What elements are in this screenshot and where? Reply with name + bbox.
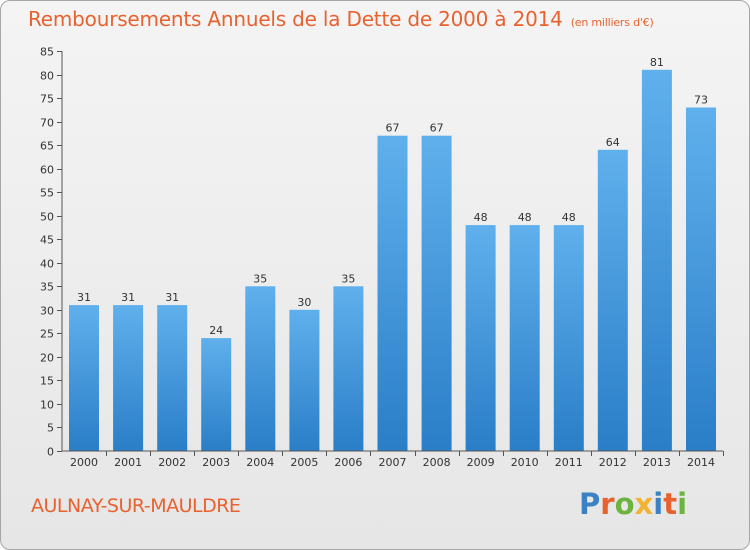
x-tick-label-2007: 2007 <box>379 456 407 469</box>
logo-letter: i <box>653 487 664 521</box>
bar-2010 <box>509 225 540 451</box>
y-tick-label: 50 <box>40 211 54 224</box>
city-name: AULNAY-SUR-MAULDRE <box>31 495 241 517</box>
bar-2014 <box>686 107 716 451</box>
logo-letter: P <box>579 487 601 521</box>
y-tick-label: 15 <box>40 375 54 388</box>
y-tick-label: 70 <box>40 117 54 130</box>
data-label-2006: 35 <box>341 272 355 285</box>
bar-2001 <box>113 305 144 451</box>
logo-letter: o <box>614 487 635 521</box>
y-tick-label: 80 <box>40 70 54 83</box>
x-tick-label-2005: 2005 <box>290 456 318 469</box>
x-tick-label-2003: 2003 <box>202 456 230 469</box>
bars-group: 31 31 31 24 35 30 35 67 67 48 48 48 64 81 73 <box>69 56 716 452</box>
x-tick-label-2010: 2010 <box>511 456 539 469</box>
data-label-2008: 67 <box>430 122 444 135</box>
bar-2002 <box>157 305 188 451</box>
data-label-2011: 48 <box>562 211 576 224</box>
x-tick-label-2002: 2002 <box>158 456 186 469</box>
data-label-2009: 48 <box>474 211 488 224</box>
x-tick-label-2006: 2006 <box>334 456 362 469</box>
chart-title: Remboursements Annuels de la Dette de 20… <box>28 7 654 31</box>
bar-2007 <box>377 135 408 451</box>
y-tick-label: 25 <box>40 328 54 341</box>
y-tick-label: 10 <box>40 399 54 412</box>
data-label-2000: 31 <box>77 291 91 304</box>
bar-2008 <box>421 135 452 451</box>
data-label-2005: 30 <box>297 296 311 309</box>
y-tick-label: 20 <box>40 352 54 365</box>
data-label-2001: 31 <box>121 291 135 304</box>
data-label-2003: 24 <box>209 324 223 337</box>
bar-2011 <box>553 225 584 451</box>
y-tick-label: 45 <box>40 234 54 247</box>
bar-2000 <box>69 305 99 451</box>
bar-2005 <box>289 309 320 451</box>
x-tick-label-2008: 2008 <box>423 456 451 469</box>
data-label-2010: 48 <box>518 211 532 224</box>
bar-2012 <box>597 149 628 452</box>
bar-2003 <box>201 338 232 451</box>
logo-letter: i <box>677 487 688 521</box>
bar-2006 <box>333 286 364 451</box>
x-tick-label-2013: 2013 <box>643 456 671 469</box>
data-label-2012: 64 <box>606 136 620 149</box>
y-tick-label: 40 <box>40 258 54 271</box>
chart-subtitle: (en milliers d'€) <box>570 16 654 29</box>
logo-letter: r <box>600 487 615 521</box>
data-label-2013: 81 <box>650 56 664 69</box>
bar-2004 <box>245 286 276 451</box>
y-tick-label: 0 <box>47 446 54 459</box>
y-tick-label: 85 <box>40 46 54 59</box>
bar-2009 <box>465 225 496 451</box>
x-tick-label-2011: 2011 <box>555 456 583 469</box>
y-tick-label: 35 <box>40 281 54 294</box>
x-tick-label-2001: 2001 <box>114 456 142 469</box>
y-tick-label: 75 <box>40 93 54 106</box>
y-axis: 0 5 10 15 20 25 30 35 40 45 50 55 60 65 70 75 80 85 <box>40 46 63 459</box>
chart-title-text: Remboursements Annuels de la Dette de 20… <box>28 7 563 31</box>
x-tick-label-2004: 2004 <box>246 456 274 469</box>
y-tick-label: 65 <box>40 140 54 153</box>
data-label-2007: 67 <box>386 122 400 135</box>
bar-2013 <box>641 69 672 452</box>
proxiti-logo[interactable]: Proxiti <box>579 487 687 521</box>
x-axis: 2000 2001 2002 2003 2004 2005 2006 2007 2008 2009… <box>62 450 724 469</box>
y-tick-label: 30 <box>40 305 54 318</box>
data-label-2014: 73 <box>694 94 708 107</box>
logo-letter: x <box>634 487 654 521</box>
x-tick-label-2000: 2000 <box>70 456 98 469</box>
x-tick-label-2014: 2014 <box>687 456 715 469</box>
x-tick-label-2009: 2009 <box>467 456 495 469</box>
data-label-2002: 31 <box>165 291 179 304</box>
x-tick-label-2012: 2012 <box>599 456 627 469</box>
logo-letter: t <box>663 487 678 521</box>
y-tick-label: 60 <box>40 164 54 177</box>
y-tick-label: 55 <box>40 187 54 200</box>
data-label-2004: 35 <box>253 272 267 285</box>
y-tick-label: 5 <box>47 422 54 435</box>
